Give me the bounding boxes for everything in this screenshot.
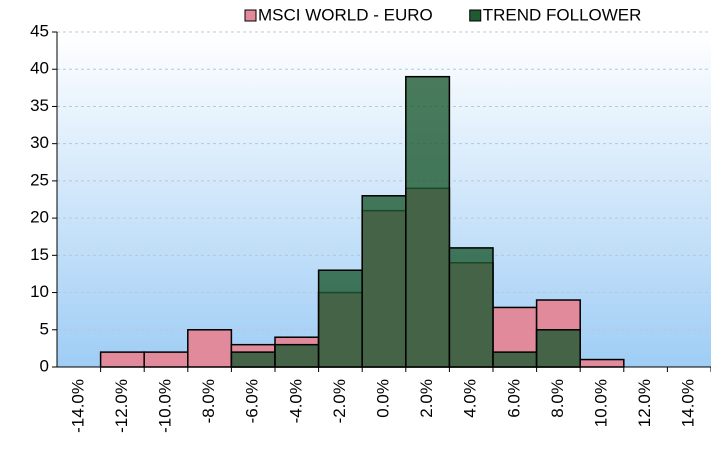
legend: MSCI WORLD - EURO TREND FOLLOWER bbox=[244, 5, 642, 24]
x-tick-label: -6.0% bbox=[243, 379, 262, 423]
bar bbox=[361, 195, 407, 368]
y-tick-label: 20 bbox=[30, 208, 49, 227]
bar bbox=[405, 75, 451, 368]
y-tick-label: 5 bbox=[40, 319, 49, 338]
y-tick-label: 25 bbox=[30, 170, 49, 189]
bar bbox=[492, 351, 538, 368]
bar bbox=[317, 269, 363, 368]
y-tick-label: 15 bbox=[30, 245, 49, 264]
x-tick-label: 12.0% bbox=[635, 379, 654, 427]
bar bbox=[579, 358, 625, 368]
y-tick-label: 40 bbox=[30, 59, 49, 78]
legend-swatch bbox=[244, 9, 257, 22]
bar bbox=[230, 351, 276, 368]
x-tick-label: -4.0% bbox=[286, 379, 305, 423]
x-tick-label: 10.0% bbox=[591, 379, 610, 427]
x-tick-label: 2.0% bbox=[417, 379, 436, 418]
x-tick-label: 0.0% bbox=[373, 379, 392, 418]
y-tick-label: 30 bbox=[30, 133, 49, 152]
x-tick-label: -14.0% bbox=[68, 379, 87, 433]
y-tick-label: 35 bbox=[30, 96, 49, 115]
x-tick-label: -2.0% bbox=[330, 379, 349, 423]
bar bbox=[274, 343, 320, 368]
x-tick-label: -12.0% bbox=[112, 379, 131, 433]
x-tick-label: -10.0% bbox=[155, 379, 174, 433]
x-tick-label: 14.0% bbox=[679, 379, 698, 427]
bar bbox=[535, 329, 581, 368]
legend-swatch bbox=[469, 9, 482, 22]
bar bbox=[187, 329, 233, 368]
y-tick-label: 0 bbox=[40, 356, 49, 375]
x-tick-label: 8.0% bbox=[548, 379, 567, 418]
x-tick-label: 6.0% bbox=[504, 379, 523, 418]
x-tick-label: -8.0% bbox=[199, 379, 218, 423]
bar bbox=[448, 247, 494, 368]
y-tick-label: 10 bbox=[30, 282, 49, 301]
legend-label: TREND FOLLOWER bbox=[483, 5, 642, 24]
bar bbox=[143, 351, 189, 368]
y-tick-label: 45 bbox=[30, 21, 49, 40]
x-tick-label: 4.0% bbox=[461, 379, 480, 418]
bar bbox=[99, 351, 145, 368]
legend-label: MSCI WORLD - EURO bbox=[258, 5, 433, 24]
